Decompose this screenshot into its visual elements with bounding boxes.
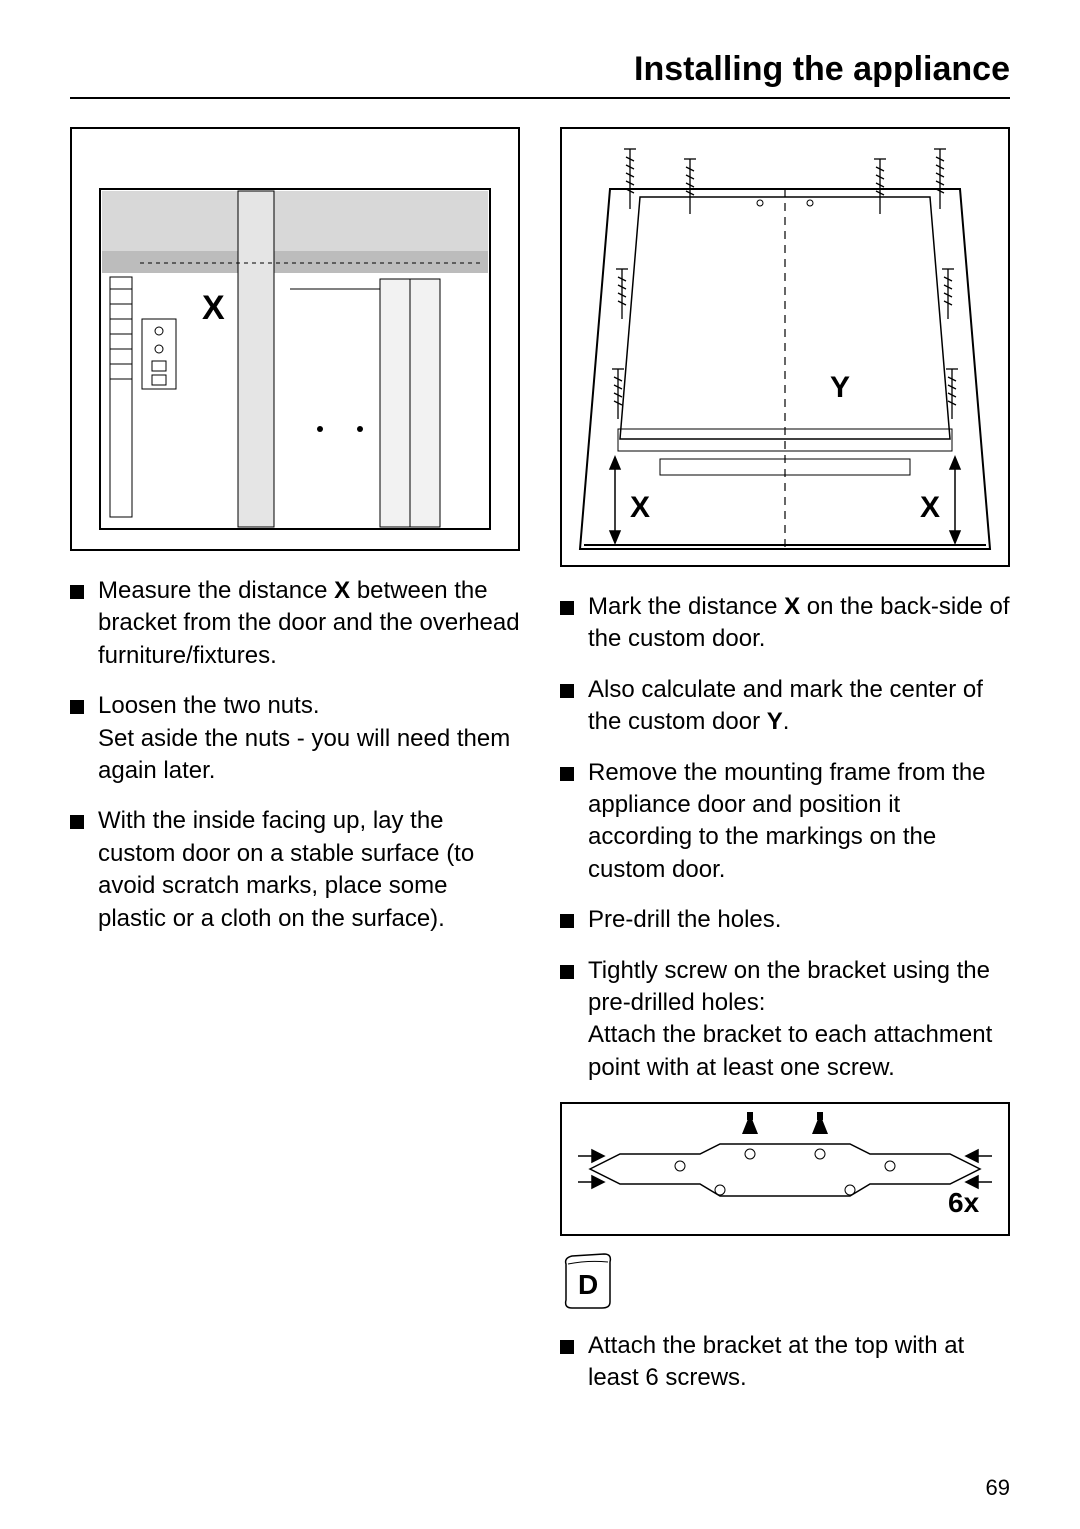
hardware-bag-d-icon: D [560, 1250, 616, 1312]
page-title: Installing the appliance [70, 50, 1010, 99]
left-step-3: With the inside facing up, lay the custo… [70, 805, 520, 935]
figure-right-label-x2: X [920, 491, 940, 524]
right-step-5: Tightly screw on the bracket using the p… [560, 955, 1010, 1085]
x-label: X [334, 577, 350, 604]
right-steps-1: Mark the distance X on the back-side of … [560, 591, 1010, 1084]
content-columns: X Measure the distance X between the bra… [70, 127, 1010, 1413]
text: . [783, 708, 790, 735]
figure-left-svg: X [72, 129, 518, 549]
text: Mark the distance [588, 593, 784, 620]
right-step-2: Also calculate and mark the center of th… [560, 674, 1010, 739]
left-column: X Measure the distance X between the bra… [70, 127, 520, 1413]
right-steps-2: Attach the bracket at the top with at le… [560, 1330, 1010, 1395]
figure-left-door-bracket: X [70, 127, 520, 551]
figure-left-label-x: X [202, 289, 225, 327]
text: Pre-drill the holes. [588, 906, 781, 933]
figure-right-top-svg: Y X X [562, 129, 1008, 565]
right-step-3: Remove the mounting frame from the appli… [560, 757, 1010, 887]
left-step-1: Measure the distance X between the brack… [70, 575, 520, 672]
left-steps: Measure the distance X between the brack… [70, 575, 520, 935]
y-label: Y [767, 708, 783, 735]
text: Loosen the two nuts. [98, 692, 319, 719]
figure-bracket-6x: 6x [560, 1102, 1010, 1236]
figure-bracket-6x-svg: 6x [562, 1104, 1008, 1234]
right-column: Y X X Mark the distance X on the back-si… [560, 127, 1010, 1413]
text: Set aside the nuts - you will need them … [98, 725, 510, 784]
text: Remove the mounting frame from the appli… [588, 759, 986, 883]
right-step-4: Pre-drill the holes. [560, 904, 1010, 936]
text: Tightly screw on the bracket using the p… [588, 957, 992, 1081]
figure-right-label-y: Y [830, 371, 850, 404]
left-step-2: Loosen the two nuts. Set aside the nuts … [70, 690, 520, 787]
right-step-1: Mark the distance X on the back-side of … [560, 591, 1010, 656]
bag-d-label: D [578, 1269, 598, 1300]
page-number: 69 [986, 1475, 1010, 1501]
right-step-6: Attach the bracket at the top with at le… [560, 1330, 1010, 1395]
text: Attach the bracket at the top with at le… [588, 1332, 964, 1391]
text: Measure the distance [98, 577, 334, 604]
page: Installing the appliance [0, 0, 1080, 1529]
figure-6x-label: 6x [948, 1187, 980, 1218]
text: With the inside facing up, lay the custo… [98, 807, 474, 931]
figure-right-door-back: Y X X [560, 127, 1010, 567]
x-label: X [784, 593, 800, 620]
figure-right-label-x1: X [630, 491, 650, 524]
